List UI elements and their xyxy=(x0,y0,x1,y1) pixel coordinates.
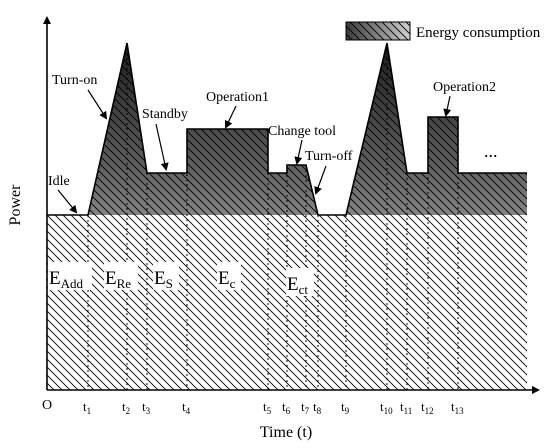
arrow-standby xyxy=(155,123,169,171)
tick-labels: t1 t2 t3 t4 t5 t6 t7 t8 t9 t10 t11 t12 t… xyxy=(83,399,464,416)
axes xyxy=(43,16,540,394)
tick-label-t3: t3 xyxy=(142,399,151,416)
region-box-c xyxy=(217,262,241,290)
region-labels: EAdd ERe ES Ec Ect xyxy=(48,262,314,297)
y-axis-label: Power xyxy=(7,184,24,226)
region-label-add: EAdd xyxy=(49,268,83,291)
tick-label-t11: t11 xyxy=(400,399,412,416)
tick-label-t9: t9 xyxy=(341,399,350,416)
tick-label-t6: t6 xyxy=(282,399,291,416)
annotation-turn-on: Turn-on xyxy=(52,73,97,88)
region-label-s: ES xyxy=(154,268,173,291)
tick-label-t4: t4 xyxy=(182,399,191,416)
tick-label-t5: t5 xyxy=(263,399,272,416)
region-box-s xyxy=(153,262,179,290)
tick-label-t7: t7 xyxy=(301,399,310,416)
annotation-ellipsis: ... xyxy=(484,141,498,161)
arrow-turn-on xyxy=(87,89,108,120)
legend-label: Energy consumption xyxy=(416,25,541,41)
tick-label-t1: t1 xyxy=(83,399,91,416)
region-label-ct: Ect xyxy=(287,274,308,297)
tick-label-t8: t8 xyxy=(313,399,322,416)
annotation-operation1: Operation1 xyxy=(206,90,269,105)
annotation-change-tool: Change tool xyxy=(268,124,336,139)
arrow-turn-off xyxy=(314,165,327,195)
tick-label-t10: t10 xyxy=(380,399,393,416)
arrow-operation2 xyxy=(443,95,452,117)
region-box-re xyxy=(104,262,138,290)
tick-label-t12: t12 xyxy=(421,399,434,416)
annotation-idle: Idle xyxy=(48,174,70,189)
time-guides xyxy=(87,43,459,390)
arrow-idle xyxy=(57,189,78,214)
annotation-turn-off: Turn-off xyxy=(305,149,353,164)
region-label-re: ERe xyxy=(105,268,131,291)
tick-label-t13: t13 xyxy=(451,399,464,416)
region-box-ct xyxy=(286,268,314,296)
arrow-operation1 xyxy=(224,105,237,129)
annotation-standby: Standby xyxy=(142,107,188,122)
axis-labels: Power Time (t) O xyxy=(7,184,312,441)
origin-label: O xyxy=(42,398,52,413)
power-curve xyxy=(47,42,527,216)
legend-swatch-hatch xyxy=(345,21,411,41)
region-label-c: Ec xyxy=(218,268,236,291)
tick-label-t2: t2 xyxy=(122,399,130,416)
arrow-change-tool xyxy=(294,139,303,165)
annotation-operation2: Operation2 xyxy=(433,80,496,95)
legend: Energy consumption xyxy=(345,21,541,41)
region-box-add xyxy=(48,262,92,290)
annotations: Idle Turn-on Standby Operation1 Change t… xyxy=(48,73,498,214)
x-axis-label: Time (t) xyxy=(260,424,312,441)
